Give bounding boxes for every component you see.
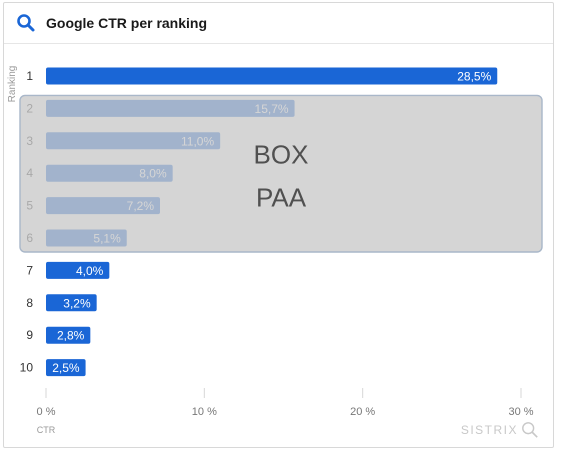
paa-box-overlay: [19, 94, 543, 253]
data-label: 3,2%: [63, 296, 91, 310]
x-tick-label: 0 %: [37, 406, 56, 418]
data-label: 2,8%: [57, 329, 85, 343]
category-label: 7: [26, 263, 33, 277]
bar: [46, 326, 91, 344]
bar: [46, 261, 110, 279]
overlay-label-paa: PAA: [256, 183, 307, 213]
chart-title: Google CTR per ranking: [46, 15, 208, 31]
bar: [46, 67, 498, 85]
category-label: 10: [20, 361, 34, 375]
category-label: 1: [26, 69, 33, 83]
x-tick-label: 20 %: [350, 406, 375, 418]
x-tick-label: 30 %: [508, 406, 533, 418]
category-label: 9: [26, 328, 33, 342]
sistrix-watermark: SISTRIX: [461, 421, 539, 439]
x-tick-label: 10 %: [192, 406, 217, 418]
x-axis-label: CTR: [37, 425, 56, 435]
y-axis-label: Ranking: [7, 66, 18, 103]
bar: [46, 294, 97, 312]
bar: [46, 359, 86, 377]
data-label: 2,5%: [52, 361, 80, 375]
search-icon: [17, 14, 35, 32]
data-label: 4,0%: [76, 264, 104, 278]
overlay-label-box: BOX: [254, 140, 309, 170]
data-label: 28,5%: [457, 70, 491, 84]
chart-header: Google CTR per ranking: [4, 3, 553, 44]
category-label: 8: [26, 296, 33, 310]
watermark-text: SISTRIX: [460, 423, 518, 437]
search-icon: [522, 422, 538, 438]
